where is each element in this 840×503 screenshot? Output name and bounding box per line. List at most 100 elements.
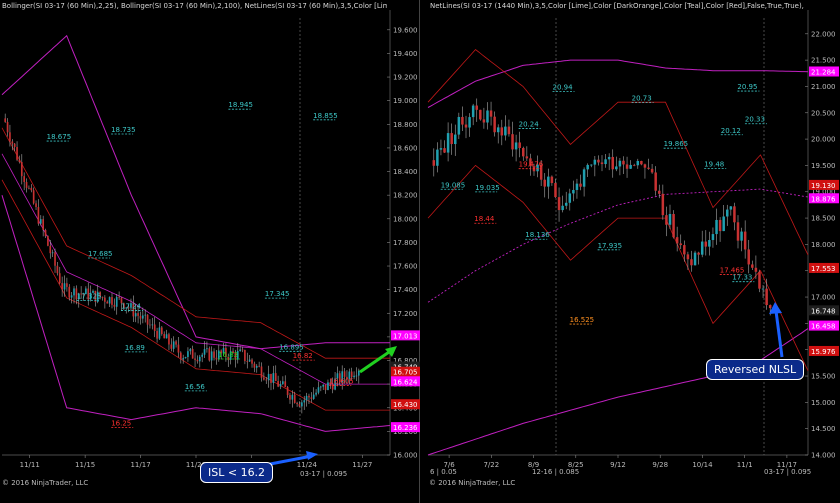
- right-x-axis-tick-label: 8/25: [568, 461, 584, 469]
- candle-body: [690, 259, 693, 266]
- candle-body: [142, 315, 144, 319]
- right-x-axis-tick-label: 11/1: [737, 461, 753, 469]
- candle-body: [156, 330, 158, 339]
- right-footer-b: 12-16 | 0.085: [532, 468, 580, 476]
- candle-body: [572, 189, 575, 194]
- candle-body: [432, 160, 436, 166]
- candle-body: [63, 283, 66, 290]
- right-y-axis-tick-label: 19.500: [811, 162, 836, 170]
- candle-body: [622, 160, 625, 165]
- candle-body: [317, 387, 320, 393]
- candle-body: [94, 290, 97, 302]
- candle-body: [726, 209, 729, 217]
- candle-body: [232, 351, 234, 354]
- candle-body: [39, 219, 42, 224]
- left-price-tag-label: 16.624: [393, 378, 418, 386]
- right-level-label: 19.085: [441, 181, 466, 189]
- candle-body: [547, 176, 550, 187]
- right-price-tag-label: 17.553: [811, 265, 836, 273]
- candle-body: [244, 350, 246, 362]
- candle-body: [604, 159, 607, 165]
- candle-body: [47, 236, 49, 246]
- right-x-axis-tick-label: 7/22: [483, 461, 499, 469]
- candle-body: [54, 252, 56, 266]
- candle-body: [92, 290, 94, 293]
- candle-body: [647, 167, 650, 169]
- candle-body: [575, 183, 579, 190]
- candle-body: [104, 297, 106, 302]
- right-price-tag: [809, 66, 839, 77]
- left-level-label: 16.25: [111, 419, 131, 427]
- candle-body: [286, 386, 289, 396]
- candle-body: [640, 160, 643, 165]
- candle-body: [550, 176, 554, 184]
- candle-body: [106, 301, 109, 304]
- left-bollinger-25-upper: [1, 127, 390, 359]
- candle-body: [334, 378, 336, 390]
- left-blue-arrow: [264, 454, 313, 467]
- right-x-axis-tick-label: 7/6: [443, 461, 455, 469]
- candle-body: [518, 142, 521, 149]
- candle-body: [210, 351, 213, 361]
- left-y-axis-tick-label: 17.400: [393, 286, 418, 294]
- candle-body: [23, 176, 26, 182]
- candle-body: [108, 297, 111, 304]
- candle-body: [704, 241, 708, 247]
- candle-body: [87, 288, 90, 300]
- candle-body: [446, 133, 450, 153]
- right-level-label: 18.136: [525, 231, 550, 239]
- candle-body: [272, 373, 275, 383]
- candle-body: [564, 202, 568, 206]
- right-footer-a: 6 | 0.05: [430, 468, 457, 476]
- candle-body: [75, 288, 78, 300]
- candle-body: [293, 394, 296, 403]
- candle-body: [355, 375, 358, 377]
- right-bollinger-lower: [427, 328, 809, 456]
- candle-body: [206, 348, 208, 350]
- candle-body: [203, 349, 206, 355]
- left-chart-canvas: 18.945 18.855 18.735 18.675 17.685 17.345 17.3…: [1, 10, 420, 469]
- candle-body: [329, 382, 332, 385]
- candle-body: [175, 341, 177, 345]
- right-level-label: 19.476: [519, 161, 544, 169]
- right-price-tag-label: 16.458: [811, 323, 836, 331]
- candle-body: [101, 297, 104, 298]
- candle-body: [615, 166, 618, 170]
- candle-body: [686, 254, 690, 260]
- candle-body: [89, 292, 92, 300]
- candle-body: [454, 134, 457, 145]
- right-level-label: 17.465: [720, 267, 745, 275]
- left-level-label: 16.89: [125, 344, 145, 352]
- candle-body: [51, 252, 54, 254]
- candle-body: [482, 119, 486, 123]
- candle-body: [461, 116, 464, 125]
- candle-body: [305, 395, 308, 401]
- candle-body: [225, 348, 227, 357]
- candle-body: [229, 351, 232, 360]
- right-y-axis-tick-label: 15.000: [811, 399, 836, 407]
- candle-body: [586, 164, 589, 170]
- candle-body: [320, 386, 322, 388]
- candle-body: [170, 344, 173, 349]
- right-y-axis-tick-label: 17.000: [811, 294, 836, 302]
- candle-body: [507, 126, 511, 135]
- left-bollinger-25-lower: [1, 179, 390, 411]
- candle-body: [754, 267, 758, 272]
- candle-body: [740, 231, 743, 241]
- candle-body: [241, 349, 244, 351]
- candle-body: [579, 183, 582, 187]
- candle-body: [322, 384, 325, 387]
- left-price-tag: [391, 330, 420, 341]
- candle-body: [213, 351, 215, 358]
- candle-body: [625, 164, 629, 169]
- candle-body: [198, 356, 201, 362]
- candle-body: [554, 183, 557, 198]
- left-chart-header: Bollinger(SI 03-17 (60 Min),2,25), Bolli…: [2, 2, 387, 10]
- candle-body: [265, 379, 268, 381]
- candle-body: [600, 162, 604, 165]
- candle-body: [99, 291, 101, 298]
- right-y-axis-tick-label: 20.500: [811, 109, 836, 117]
- candle-body: [44, 229, 47, 237]
- candle-body: [708, 240, 711, 247]
- candle-body: [82, 293, 85, 295]
